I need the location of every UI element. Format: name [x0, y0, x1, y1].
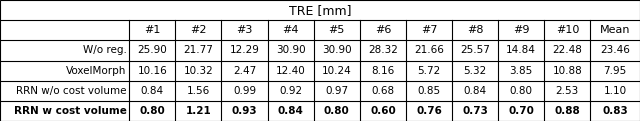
Text: 0.76: 0.76: [416, 106, 442, 116]
Text: 0.83: 0.83: [602, 106, 628, 116]
Text: 8.16: 8.16: [371, 66, 394, 76]
Text: 0.60: 0.60: [370, 106, 396, 116]
Text: 0.80: 0.80: [324, 106, 349, 116]
Text: 22.48: 22.48: [552, 45, 582, 55]
Text: W/o reg.: W/o reg.: [83, 45, 127, 55]
Text: Mean: Mean: [600, 25, 630, 35]
Text: 0.80: 0.80: [140, 106, 165, 116]
Text: 0.99: 0.99: [233, 86, 256, 96]
Text: 21.77: 21.77: [184, 45, 213, 55]
Text: 12.29: 12.29: [230, 45, 259, 55]
Text: 10.88: 10.88: [552, 66, 582, 76]
Text: 0.68: 0.68: [371, 86, 394, 96]
Text: 5.72: 5.72: [417, 66, 440, 76]
Text: 0.97: 0.97: [325, 86, 348, 96]
Text: 1.21: 1.21: [186, 106, 211, 116]
Text: 0.85: 0.85: [417, 86, 440, 96]
Text: 14.84: 14.84: [506, 45, 536, 55]
Text: #2: #2: [190, 25, 207, 35]
Text: 5.32: 5.32: [463, 66, 487, 76]
Text: 0.88: 0.88: [554, 106, 580, 116]
Text: 12.40: 12.40: [276, 66, 305, 76]
Text: 1.56: 1.56: [187, 86, 210, 96]
Text: 23.46: 23.46: [600, 45, 630, 55]
Text: 1.10: 1.10: [604, 86, 627, 96]
Text: 2.47: 2.47: [233, 66, 256, 76]
Text: 10.32: 10.32: [184, 66, 213, 76]
Text: #5: #5: [328, 25, 345, 35]
Text: #3: #3: [236, 25, 253, 35]
Text: #4: #4: [282, 25, 299, 35]
Text: 10.24: 10.24: [322, 66, 351, 76]
Text: 7.95: 7.95: [604, 66, 627, 76]
Text: 21.66: 21.66: [414, 45, 444, 55]
Text: 28.32: 28.32: [368, 45, 398, 55]
Text: RRN w/o cost volume: RRN w/o cost volume: [16, 86, 127, 96]
Text: 0.92: 0.92: [279, 86, 302, 96]
Text: 30.90: 30.90: [322, 45, 351, 55]
Text: 0.73: 0.73: [462, 106, 488, 116]
Text: 25.90: 25.90: [138, 45, 167, 55]
Text: TRE [mm]: TRE [mm]: [289, 4, 351, 17]
Text: #9: #9: [513, 25, 529, 35]
Text: VoxelMorph: VoxelMorph: [67, 66, 127, 76]
Text: 30.90: 30.90: [276, 45, 305, 55]
Text: 0.84: 0.84: [141, 86, 164, 96]
Text: 2.53: 2.53: [556, 86, 579, 96]
Text: 3.85: 3.85: [509, 66, 533, 76]
Text: 0.93: 0.93: [232, 106, 257, 116]
Text: #10: #10: [556, 25, 579, 35]
Text: 0.84: 0.84: [463, 86, 486, 96]
Text: 0.80: 0.80: [509, 86, 532, 96]
Text: 25.57: 25.57: [460, 45, 490, 55]
Text: 10.16: 10.16: [138, 66, 167, 76]
Text: #7: #7: [420, 25, 437, 35]
Text: 0.70: 0.70: [508, 106, 534, 116]
Text: 0.84: 0.84: [278, 106, 303, 116]
Text: #1: #1: [144, 25, 161, 35]
Text: #8: #8: [467, 25, 483, 35]
Text: RRN w cost volume: RRN w cost volume: [14, 106, 127, 116]
Text: #6: #6: [374, 25, 391, 35]
